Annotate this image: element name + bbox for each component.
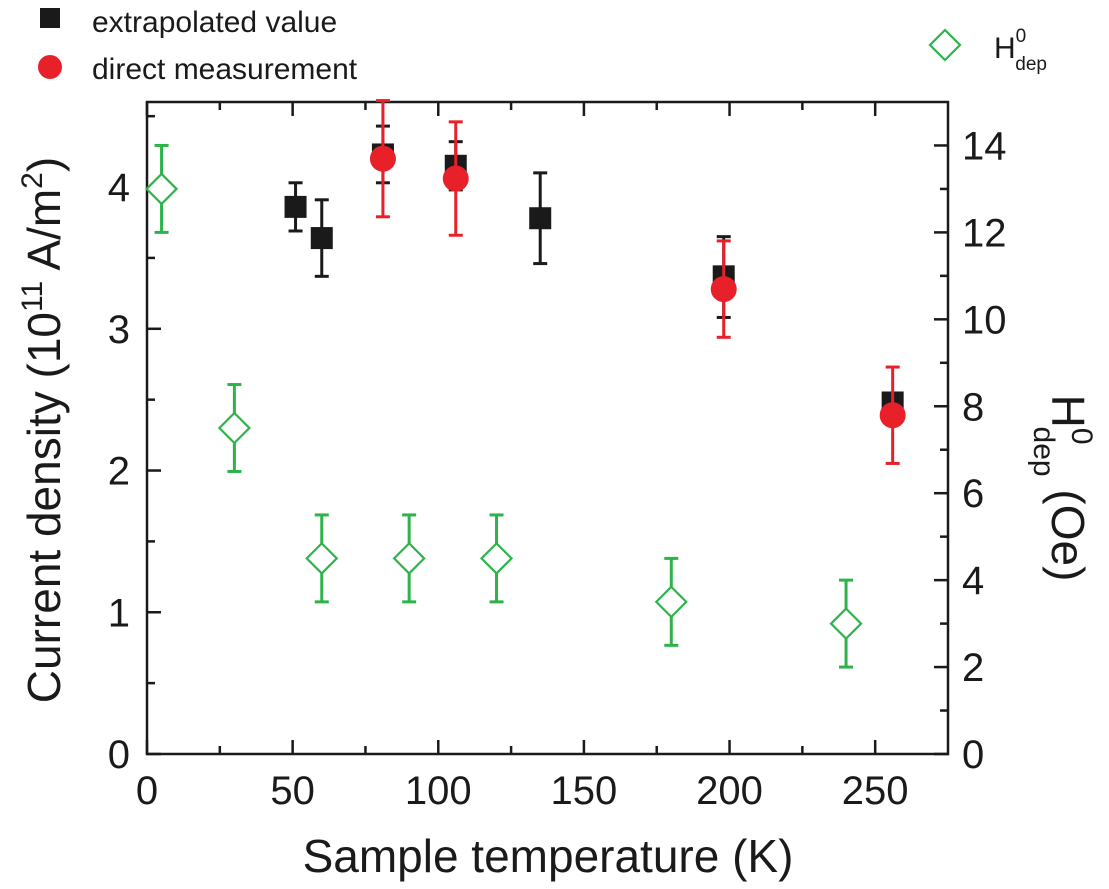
- legend-right: H0 dep: [928, 26, 1047, 75]
- series-diamond: [145, 143, 863, 669]
- x-tick-label: 150: [551, 769, 618, 813]
- data-point-circle: [879, 402, 906, 429]
- y-axis-label-prefix: Current density (10: [18, 312, 70, 703]
- legend-label-extrapolated: extrapolated value: [92, 6, 337, 39]
- x-tick-label: 50: [270, 769, 315, 813]
- data-point-diamond: [654, 585, 688, 619]
- plot-frame: [145, 100, 950, 756]
- legend-label-hdep-main: H: [994, 32, 1016, 65]
- y-axis-label-suffix: ): [18, 157, 70, 172]
- x-tick-label: 0: [136, 769, 158, 813]
- data-point-diamond: [392, 541, 426, 575]
- y2-tick-label: 6: [962, 472, 984, 516]
- data-point-diamond: [305, 541, 339, 575]
- data-point-circle: [710, 276, 737, 303]
- data-point-diamond: [479, 541, 514, 575]
- y2-axis-label-sup: 0: [1065, 428, 1098, 445]
- legend-label-direct: direct measurement: [92, 53, 358, 86]
- x-tick-label: 200: [696, 769, 763, 813]
- data-point-diamond: [829, 607, 863, 641]
- y2-tick-label: 10: [962, 298, 1007, 342]
- y-axis-label: Current density (1011 A/m2): [16, 157, 70, 703]
- y-tick-label: 0: [108, 733, 130, 777]
- y2-tick-label: 14: [962, 124, 1007, 168]
- data-marks: [145, 99, 906, 669]
- legend-left: extrapolated value direct measurement: [38, 6, 358, 86]
- x-axis-label: Sample temperature (K): [303, 830, 794, 882]
- data-point-circle: [442, 165, 469, 192]
- legend-label-hdep: H0 dep: [994, 26, 1047, 75]
- y-axis-label-sup1: 11: [16, 281, 49, 312]
- data-point-diamond: [145, 172, 179, 206]
- series-circle: [369, 99, 906, 465]
- y2-tick-label: 0: [962, 733, 984, 777]
- y-axis-label-mid: A/m: [18, 189, 70, 281]
- y2-tick-label: 12: [962, 211, 1007, 255]
- y2-axis-label-main: H: [1042, 395, 1094, 428]
- y-tick-label: 1: [108, 591, 130, 635]
- y2-tick-label: 8: [962, 385, 984, 429]
- data-point-square: [529, 207, 552, 230]
- y2-tick-label: 2: [962, 646, 984, 690]
- data-point-square: [310, 227, 333, 250]
- x-tick-label: 250: [842, 769, 909, 813]
- legend-diamond-marker: [928, 28, 962, 62]
- y-tick-label: 3: [108, 308, 130, 352]
- y-tick-label: 4: [108, 166, 130, 210]
- legend-circle-marker: [38, 55, 62, 79]
- y2-axis-label: H0 dep (Oe): [1027, 395, 1098, 582]
- legend-label-hdep-sup: 0: [1016, 26, 1027, 47]
- legend-label-hdep-sub: dep: [1015, 54, 1047, 75]
- y2-tick-label: 4: [962, 559, 984, 603]
- legend-square-marker: [40, 8, 60, 28]
- axis-ticks: [145, 102, 948, 756]
- y-axis-label-sup2: 2: [16, 172, 49, 189]
- x-tick-label: 100: [405, 769, 472, 813]
- y-tick-label: 2: [108, 450, 130, 494]
- data-point-circle: [369, 145, 396, 172]
- data-point-square: [284, 195, 307, 218]
- data-point-diamond: [217, 411, 251, 445]
- y2-axis-label-suffix: (Oe): [1042, 477, 1094, 582]
- y2-axis-label-sub: dep: [1027, 427, 1060, 477]
